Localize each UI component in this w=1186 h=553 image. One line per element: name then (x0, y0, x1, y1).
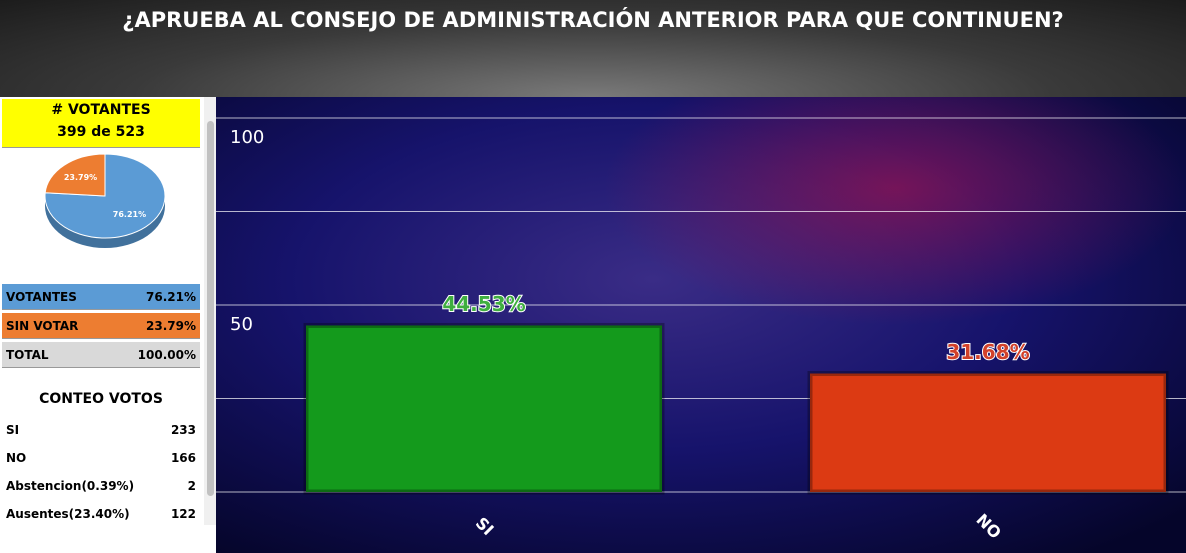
count-value: 166 (170, 451, 196, 465)
count-label: NO (6, 451, 27, 465)
voters-box: # VOTANTES 399 de 523 (2, 99, 200, 148)
count-row: Abstencion(0.39%) 2 (2, 473, 200, 499)
pie-label: 23.79% (64, 173, 97, 182)
count-value: 122 (170, 507, 196, 521)
summary-row: SIN VOTAR 23.79% (2, 313, 200, 339)
pie-label: 76.21% (113, 210, 146, 219)
scroll-thumb[interactable] (207, 121, 214, 496)
count-row: Ausentes(23.40%) 122 (2, 501, 200, 527)
chart-title: ¿APRUEBA AL CONSEJO DE ADMINISTRACIÓN AN… (122, 8, 1064, 32)
count-label: Ausentes(23.40%) (6, 507, 130, 521)
side-panel: # VOTANTES 399 de 523 76.21% 23.79% VOTAN… (0, 97, 204, 553)
count-value: 233 (170, 423, 196, 437)
summary-value: 76.21% (146, 289, 196, 304)
pie-slice (44, 153, 106, 197)
value-label: 31.68% (946, 340, 1029, 364)
summary-value: 23.79% (146, 318, 196, 333)
header: ¿APRUEBA AL CONSEJO DE ADMINISTRACIÓN AN… (0, 0, 1186, 97)
bar (807, 371, 1169, 495)
voters-count: 399 de 523 (57, 124, 145, 140)
count-label: SI (6, 423, 20, 437)
count-value: 2 (187, 479, 196, 493)
summary-row: VOTANTES 76.21% (2, 284, 200, 310)
summary-value: 100.00% (137, 347, 196, 362)
bar (303, 322, 665, 495)
voters-title: # VOTANTES (51, 102, 151, 118)
count-row: NO 166 (2, 445, 200, 471)
count-label: Abstencion(0.39%) (6, 479, 135, 493)
summary-label: TOTAL (6, 347, 49, 362)
count-title: CONTEO VOTOS (39, 391, 163, 407)
summary-row: TOTAL 100.00% (2, 342, 200, 368)
summary-label: VOTANTES (6, 289, 77, 304)
value-label: 44.53% (442, 292, 525, 316)
summary-label: SIN VOTAR (6, 318, 79, 333)
y-tick-label: 100 (230, 127, 264, 148)
scrollbar[interactable] (204, 97, 216, 525)
y-tick-label: 50 (230, 314, 253, 335)
count-row: SI 233 (2, 417, 200, 443)
pie-chart: 76.21% 23.79% (44, 153, 166, 248)
